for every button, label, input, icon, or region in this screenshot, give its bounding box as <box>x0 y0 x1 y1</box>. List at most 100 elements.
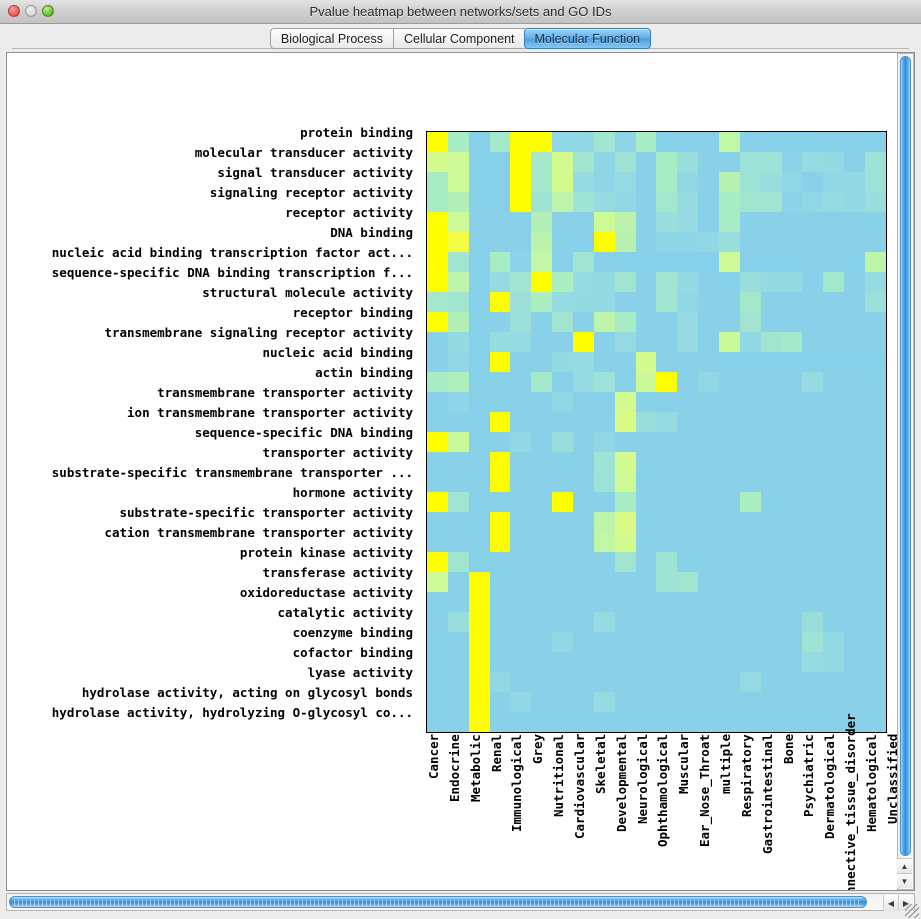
heatmap-cell[interactable] <box>739 512 761 532</box>
heatmap-cell[interactable] <box>593 312 615 332</box>
heatmap-cell[interactable] <box>447 172 469 192</box>
heatmap-cell[interactable] <box>865 372 886 392</box>
tab-biological-process[interactable]: Biological Process <box>269 27 394 49</box>
heatmap-cell[interactable] <box>739 412 761 432</box>
heatmap-cell[interactable] <box>760 572 782 592</box>
heatmap-cell[interactable] <box>844 172 866 192</box>
heatmap-cell[interactable] <box>552 512 574 532</box>
heatmap-cell[interactable] <box>593 652 615 672</box>
heatmap-cell[interactable] <box>427 352 448 372</box>
heatmap-cell[interactable] <box>656 312 678 332</box>
heatmap-cell[interactable] <box>802 652 824 672</box>
heatmap-cell[interactable] <box>531 472 553 492</box>
heatmap-cell[interactable] <box>656 672 678 692</box>
heatmap-cell[interactable] <box>447 152 469 172</box>
heatmap-cell[interactable] <box>656 192 678 212</box>
heatmap-cell[interactable] <box>781 372 803 392</box>
heatmap-cell[interactable] <box>656 132 678 152</box>
heatmap-cell[interactable] <box>677 332 699 352</box>
heatmap-cell[interactable] <box>489 332 511 352</box>
heatmap-cell[interactable] <box>573 452 594 472</box>
heatmap-cell[interactable] <box>635 272 657 292</box>
heatmap-cell[interactable] <box>760 272 782 292</box>
heatmap-cell[interactable] <box>865 272 886 292</box>
heatmap-cell[interactable] <box>593 352 615 372</box>
heatmap-cell[interactable] <box>760 592 782 612</box>
heatmap-cell[interactable] <box>427 392 448 412</box>
heatmap-cell[interactable] <box>552 452 574 472</box>
heatmap-cell[interactable] <box>468 592 490 612</box>
heatmap-cell[interactable] <box>531 332 553 352</box>
heatmap-cell[interactable] <box>468 532 490 552</box>
heatmap-cell[interactable] <box>635 592 657 612</box>
heatmap-cell[interactable] <box>656 632 678 652</box>
heatmap-cell[interactable] <box>760 372 782 392</box>
heatmap-cell[interactable] <box>739 692 761 712</box>
heatmap-cell[interactable] <box>781 492 803 512</box>
heatmap-cell[interactable] <box>510 632 532 652</box>
heatmap-cell[interactable] <box>593 272 615 292</box>
close-button[interactable] <box>8 5 20 17</box>
heatmap-cell[interactable] <box>510 332 532 352</box>
heatmap-cell[interactable] <box>593 572 615 592</box>
heatmap-cell[interactable] <box>802 472 824 492</box>
heatmap-cell[interactable] <box>781 692 803 712</box>
heatmap-cell[interactable] <box>427 412 448 432</box>
heatmap-cell[interactable] <box>468 652 490 672</box>
heatmap-cell[interactable] <box>427 312 448 332</box>
heatmap-cell[interactable] <box>698 212 720 232</box>
heatmap-cell[interactable] <box>698 152 720 172</box>
heatmap-cell[interactable] <box>719 152 740 172</box>
heatmap-cell[interactable] <box>677 412 699 432</box>
heatmap-cell[interactable] <box>677 472 699 492</box>
heatmap-cell[interactable] <box>510 372 532 392</box>
heatmap-cell[interactable] <box>635 632 657 652</box>
heatmap-cell[interactable] <box>573 532 594 552</box>
heatmap-cell[interactable] <box>427 592 448 612</box>
heatmap-cell[interactable] <box>447 652 469 672</box>
heatmap-cell[interactable] <box>844 452 866 472</box>
heatmap-cell[interactable] <box>677 312 699 332</box>
heatmap-cell[interactable] <box>781 132 803 152</box>
heatmap-cell[interactable] <box>552 572 574 592</box>
heatmap-cell[interactable] <box>573 512 594 532</box>
heatmap-cell[interactable] <box>593 672 615 692</box>
heatmap-cell[interactable] <box>468 432 490 452</box>
heatmap-cell[interactable] <box>844 492 866 512</box>
heatmap-cell[interactable] <box>635 252 657 272</box>
heatmap-cell[interactable] <box>656 532 678 552</box>
heatmap-cell[interactable] <box>823 452 845 472</box>
heatmap-cell[interactable] <box>802 132 824 152</box>
heatmap-cell[interactable] <box>593 192 615 212</box>
heatmap-cell[interactable] <box>865 252 886 272</box>
heatmap-cell[interactable] <box>698 552 720 572</box>
heatmap-cell[interactable] <box>865 572 886 592</box>
heatmap-cell[interactable] <box>468 372 490 392</box>
heatmap-cell[interactable] <box>614 272 636 292</box>
heatmap-cell[interactable] <box>489 252 511 272</box>
heatmap-cell[interactable] <box>593 472 615 492</box>
heatmap-cell[interactable] <box>823 552 845 572</box>
heatmap-cell[interactable] <box>739 192 761 212</box>
heatmap-cell[interactable] <box>614 412 636 432</box>
heatmap-cell[interactable] <box>573 672 594 692</box>
heatmap-cell[interactable] <box>802 632 824 652</box>
heatmap-cell[interactable] <box>614 552 636 572</box>
heatmap-cell[interactable] <box>427 212 448 232</box>
heatmap-cell[interactable] <box>552 192 574 212</box>
heatmap-cell[interactable] <box>489 132 511 152</box>
heatmap-cell[interactable] <box>865 552 886 572</box>
heatmap-cell[interactable] <box>510 152 532 172</box>
heatmap-cell[interactable] <box>635 372 657 392</box>
heatmap-cell[interactable] <box>802 512 824 532</box>
heatmap-cell[interactable] <box>552 352 574 372</box>
heatmap-cell[interactable] <box>593 132 615 152</box>
heatmap-cell[interactable] <box>635 132 657 152</box>
heatmap-cell[interactable] <box>447 252 469 272</box>
heatmap-cell[interactable] <box>719 292 740 312</box>
heatmap-cell[interactable] <box>739 492 761 512</box>
heatmap-cell[interactable] <box>573 412 594 432</box>
heatmap-cell[interactable] <box>573 352 594 372</box>
heatmap-cell[interactable] <box>552 692 574 712</box>
heatmap-cell[interactable] <box>698 612 720 632</box>
